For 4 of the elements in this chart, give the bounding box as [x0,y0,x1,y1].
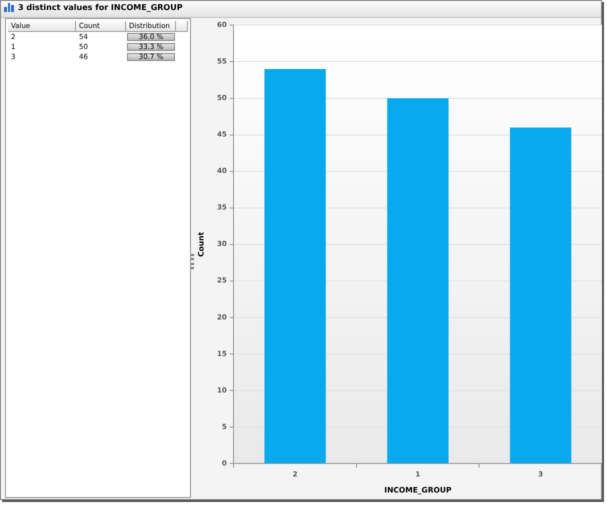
bar [387,98,449,464]
bar [264,69,326,464]
text: 3 distinct values for INCOME_GROUP [18,2,183,13]
bar [510,127,572,464]
